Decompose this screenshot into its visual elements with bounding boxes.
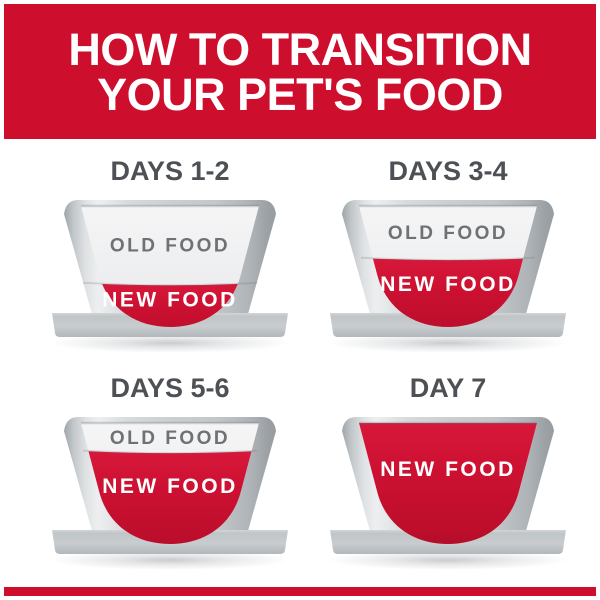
new-food-fill	[359, 257, 537, 327]
new-food-label: NEW FOOD	[102, 289, 238, 312]
bowl-graphic: OLD FOOD NEW FOOD	[50, 417, 290, 570]
old-food-label: OLD FOOD	[110, 235, 230, 256]
bowl-shadow	[50, 333, 290, 353]
bowl-shadow	[50, 550, 290, 570]
step-title: DAYS 1-2	[110, 156, 230, 186]
bowl-graphic: OLD FOOD NEW FOOD	[328, 200, 568, 353]
new-food-label: NEW FOOD	[380, 273, 516, 296]
bowl-graphic: NEW FOOD	[328, 417, 568, 570]
step-title: DAY 7	[409, 373, 487, 403]
new-food-label: NEW FOOD	[380, 458, 516, 481]
new-food-fill	[81, 282, 259, 327]
page-title-line2: YOUR PET'S FOOD	[97, 68, 503, 120]
old-food-label: OLD FOOD	[388, 223, 508, 244]
step-title: DAYS 3-4	[388, 156, 508, 186]
transition-step-day-7: DAY 7 NEW FOOD	[300, 373, 596, 573]
transition-step-days-5-6: DAYS 5-6 OLD FOOD NEW FOOD	[22, 373, 318, 573]
page-title-line1: HOW TO TRANSITION	[68, 23, 532, 75]
transition-step-days-1-2: DAYS 1-2 OLD FOOD NEW FOOD	[22, 156, 318, 356]
bowl-shadow	[328, 550, 568, 570]
food-boundary	[360, 256, 536, 262]
bowl-graphic: OLD FOOD NEW FOOD	[50, 200, 290, 353]
page-title: HOW TO TRANSITION YOUR PET'S FOOD	[68, 23, 532, 120]
step-title: DAYS 5-6	[110, 373, 230, 403]
food-boundary	[82, 281, 258, 287]
transition-step-days-3-4: DAYS 3-4 OLD FOOD NEW FOOD	[300, 156, 596, 356]
new-food-label: NEW FOOD	[102, 475, 238, 498]
old-food-label: OLD FOOD	[110, 428, 230, 449]
footer-accent-bar	[4, 587, 596, 596]
food-boundary	[82, 449, 258, 455]
bowl-shadow	[328, 333, 568, 353]
header-banner: HOW TO TRANSITION YOUR PET'S FOOD	[4, 4, 596, 139]
